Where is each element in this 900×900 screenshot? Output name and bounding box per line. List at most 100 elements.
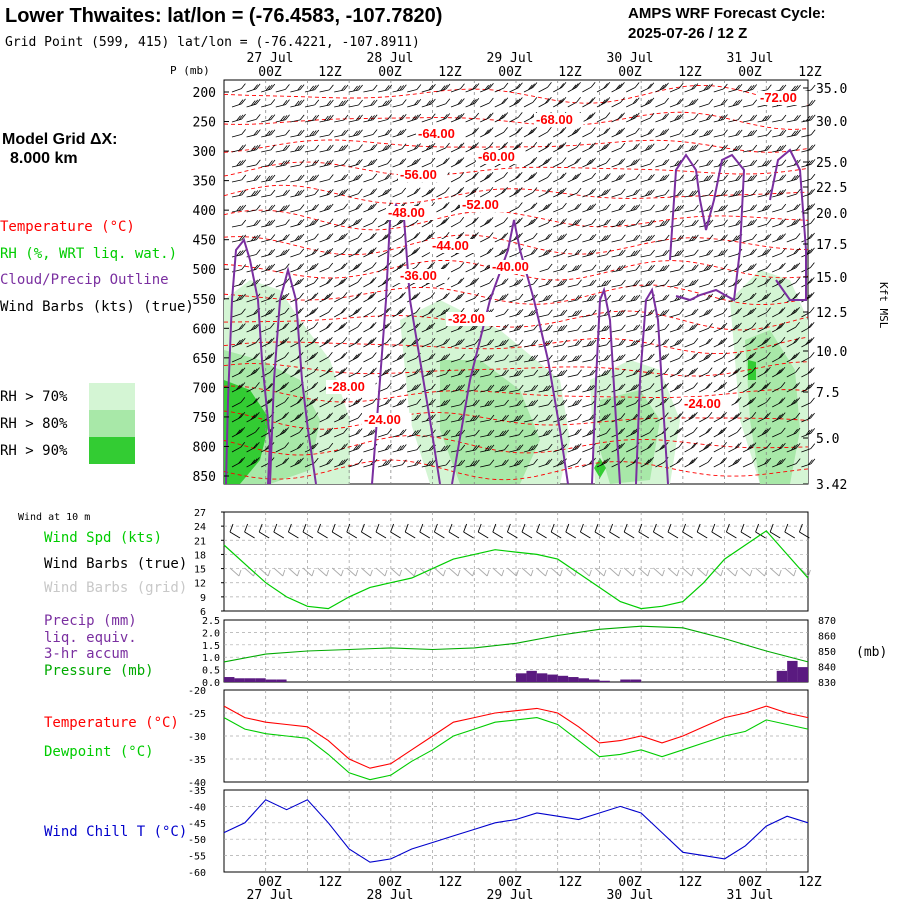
wind-barb-flag bbox=[591, 172, 596, 179]
wind-barb-flag bbox=[308, 354, 314, 360]
temperature-line bbox=[223, 705, 809, 769]
wind-barb-flag bbox=[810, 397, 815, 404]
wind-barb bbox=[538, 283, 549, 288]
pressure-line bbox=[223, 625, 809, 663]
wind-barb-flag bbox=[270, 159, 276, 166]
wind-barb-flag bbox=[662, 174, 667, 181]
wind-barb bbox=[436, 162, 446, 168]
precip-bar bbox=[630, 679, 642, 682]
wind-barb-flag bbox=[457, 233, 462, 239]
wind-barb bbox=[567, 253, 578, 258]
wind-barb-flag bbox=[530, 385, 536, 391]
wind-barb-flag bbox=[650, 219, 655, 226]
wind-barb-flag bbox=[591, 249, 597, 255]
wind-barb bbox=[582, 447, 592, 453]
wind-barb-flag bbox=[720, 323, 725, 330]
wind-barb-flag bbox=[676, 235, 682, 241]
wind-barb-flag bbox=[280, 205, 285, 212]
wind-barb-flag bbox=[606, 173, 611, 179]
wind-barb-flag bbox=[501, 294, 507, 300]
wind-barb-flag bbox=[357, 247, 363, 253]
wind-barb-flag bbox=[285, 189, 290, 196]
wind-barb bbox=[626, 193, 636, 198]
wind-barb bbox=[348, 282, 358, 288]
wind-barb-flag bbox=[311, 85, 317, 91]
wind-barb-flag bbox=[572, 310, 577, 317]
wind-barb-flag bbox=[323, 205, 329, 211]
wind-barb-flag bbox=[528, 310, 533, 317]
wind-barb bbox=[509, 449, 520, 453]
wind-barb bbox=[290, 223, 301, 228]
wind-barb-flag bbox=[620, 457, 625, 463]
wind-barb-flag bbox=[632, 369, 638, 375]
wind-barb bbox=[772, 432, 782, 438]
wind-barb-flag bbox=[285, 159, 290, 166]
wind-barb bbox=[290, 119, 301, 123]
grid-wind-barb bbox=[682, 567, 692, 577]
wind-barb-flag bbox=[559, 234, 565, 240]
wind-barb-flag bbox=[489, 82, 494, 89]
wind-barb-flag bbox=[810, 173, 816, 180]
grid-wind-barb bbox=[740, 567, 751, 577]
grid-wind-barb bbox=[463, 567, 473, 577]
wind-barb-flag bbox=[428, 354, 434, 360]
pressure-unit-label: (mb) bbox=[856, 645, 887, 660]
wind-barb-flag bbox=[749, 249, 755, 255]
wind-barb bbox=[611, 117, 621, 123]
wind-barb bbox=[567, 344, 578, 348]
wind-barb-flag bbox=[796, 129, 801, 136]
wind-barb bbox=[436, 192, 446, 198]
wind-barb-flag bbox=[647, 398, 652, 405]
wind-barb-flag bbox=[723, 159, 728, 166]
wind-barb-flag bbox=[574, 219, 580, 225]
wind-barb-flag bbox=[384, 129, 390, 136]
wind-barb-flag bbox=[341, 145, 346, 151]
wind-barb-flag bbox=[241, 129, 246, 135]
wind-barb bbox=[742, 209, 753, 213]
wind-barb-flag bbox=[517, 187, 523, 193]
wind-barb-flag bbox=[615, 220, 621, 227]
wind-barb-flag bbox=[530, 113, 535, 119]
wind-barb-flag bbox=[674, 250, 680, 257]
wind-barb-flag bbox=[572, 355, 577, 362]
wind-barb-flag bbox=[401, 307, 406, 313]
kft-tick: 7.5 bbox=[816, 386, 839, 401]
wind-barb bbox=[611, 239, 622, 243]
wind-barb-flag bbox=[586, 385, 592, 392]
wind-barb-flag bbox=[749, 428, 754, 434]
isotherm-line bbox=[223, 459, 809, 481]
wind-barb-flag bbox=[357, 337, 362, 343]
wind-barb bbox=[392, 281, 402, 288]
wind-barb-flag bbox=[533, 384, 539, 391]
wind-barb-flag bbox=[776, 235, 782, 241]
wind-barb-flag bbox=[737, 293, 743, 299]
wind-barb bbox=[407, 222, 417, 228]
wind-barb bbox=[465, 343, 476, 348]
wind-barb bbox=[377, 89, 388, 93]
wind-barb-flag bbox=[240, 352, 246, 359]
wind-barb-flag bbox=[384, 323, 389, 329]
isotherm-label: -56.00 bbox=[400, 167, 437, 182]
wind-barb-flag bbox=[398, 308, 404, 314]
wind-barb-flag bbox=[270, 234, 276, 240]
wind-barb-flag bbox=[810, 188, 816, 195]
wind-barb bbox=[377, 433, 388, 438]
true-wind-barb-flag bbox=[550, 523, 555, 533]
wind-barb-flag bbox=[338, 414, 343, 421]
wind-barb-flag bbox=[533, 458, 538, 465]
wind-barb-flag bbox=[269, 367, 275, 373]
wind-barb bbox=[523, 419, 534, 423]
wind-barb-flag bbox=[401, 187, 407, 194]
wind-barb-flag bbox=[342, 321, 348, 328]
wind-barb-flag bbox=[253, 175, 259, 181]
wind-barb-flag bbox=[776, 190, 782, 197]
wind-barb-flag bbox=[576, 81, 581, 88]
wind-barb-flag bbox=[717, 339, 723, 346]
wind-barb-flag bbox=[415, 322, 421, 328]
wind-barb-flag bbox=[661, 83, 667, 90]
wind-barb-flag bbox=[285, 99, 290, 105]
wind-barb-flag bbox=[588, 113, 594, 119]
wind-barb-flag bbox=[781, 144, 787, 151]
wind-barb bbox=[582, 177, 592, 183]
wind-barb-flag bbox=[340, 368, 346, 374]
